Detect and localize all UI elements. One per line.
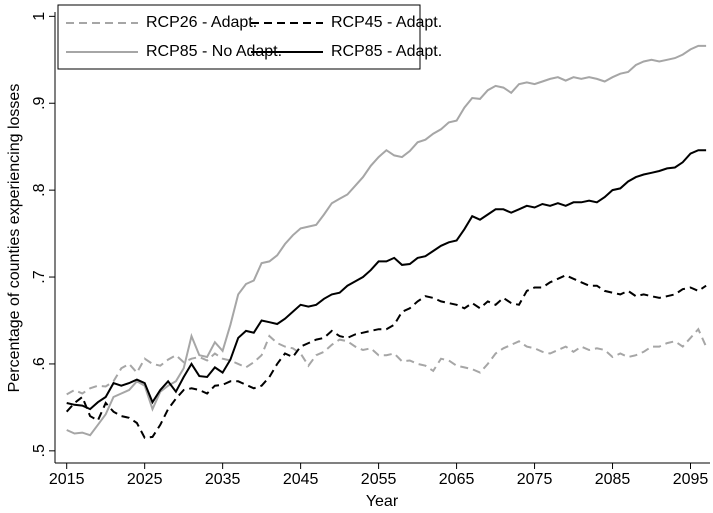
legend-label: RCP85 - No Adapt. — [146, 43, 282, 60]
x-tick-label: 2095 — [673, 471, 709, 488]
x-tick-label: 2025 — [127, 471, 163, 488]
x-axis-label: Year — [366, 493, 399, 510]
y-tick-label: .9 — [31, 96, 48, 109]
series-line — [66, 44, 707, 437]
legend-label: RCP85 - Adapt. — [331, 43, 442, 60]
x-tick-label: 2055 — [361, 471, 397, 488]
y-tick-label: .6 — [31, 357, 48, 370]
y-tick-label: .5 — [31, 444, 48, 457]
series-line — [66, 327, 708, 396]
series-line — [65, 274, 707, 439]
x-tick-label: 2015 — [49, 471, 85, 488]
legend-label: RCP26 - Adapt. — [146, 14, 257, 31]
series-line — [66, 149, 707, 411]
x-tick-label: 2035 — [205, 471, 241, 488]
x-tick-label: 2075 — [517, 471, 553, 488]
y-tick-label: .7 — [31, 270, 48, 283]
legend-label: RCP45 - Adapt. — [331, 14, 442, 31]
x-tick-label: 2085 — [595, 471, 631, 488]
y-axis-label: Percentage of counties experiencing loss… — [6, 84, 23, 393]
y-tick-label: 1 — [31, 12, 48, 21]
x-tick-label: 2045 — [283, 471, 319, 488]
y-tick-label: .8 — [31, 183, 48, 196]
x-tick-label: 2065 — [439, 471, 475, 488]
legend-box — [57, 4, 421, 70]
